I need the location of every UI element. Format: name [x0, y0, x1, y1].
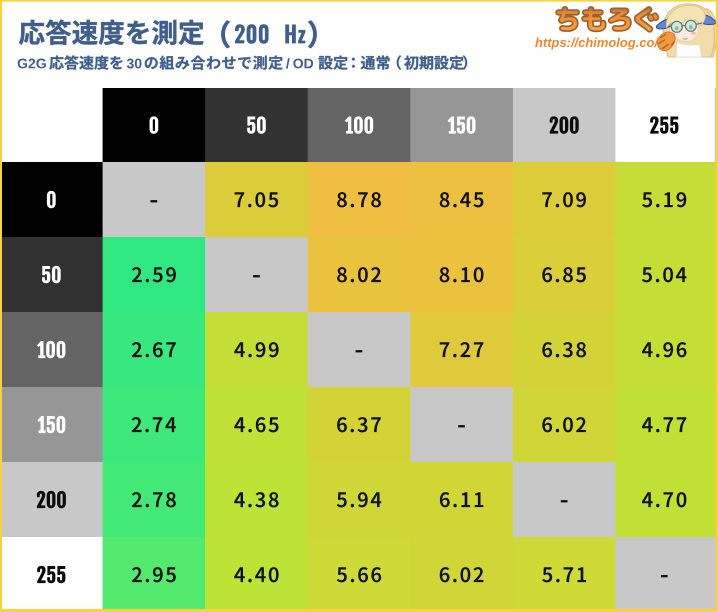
svg-text:https://chimolog.co/: https://chimolog.co/ — [535, 35, 659, 50]
